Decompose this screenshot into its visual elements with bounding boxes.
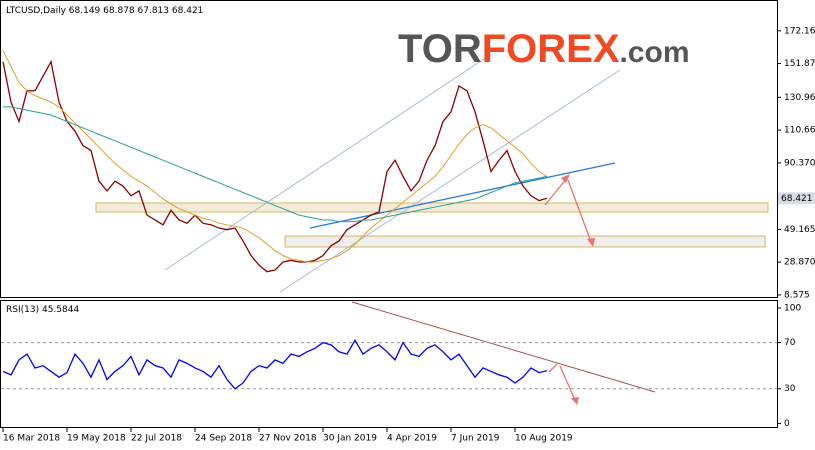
- open: 68.149: [69, 6, 101, 16]
- series-line: [2, 50, 548, 263]
- y-tick-label: 28.870: [784, 258, 815, 268]
- low: 67.813: [138, 6, 170, 16]
- arrow: [544, 177, 568, 206]
- x-tick-label: 16 Mar 2018: [3, 434, 60, 444]
- logo-part: TOR: [398, 27, 482, 71]
- y-tick-label: 70: [784, 338, 796, 348]
- series-line: [3, 106, 548, 223]
- arrow-head: [561, 174, 570, 183]
- high: 68.878: [103, 6, 135, 16]
- y-tick-label: 130.960: [784, 93, 815, 103]
- indicator: RSI(13): [6, 305, 39, 315]
- price-header: LTCUSD,Daily 68.149 68.878 67.813 68.421: [6, 6, 203, 16]
- x-tick-label: 30 Jan 2019: [323, 434, 377, 444]
- channel-line: [164, 54, 491, 271]
- channel-line: [279, 69, 621, 293]
- arrow-head: [571, 397, 579, 405]
- x-tick-label: 7 Jun 2019: [451, 434, 500, 444]
- arrow: [567, 179, 592, 243]
- y-tick-label: 90.370: [784, 158, 815, 168]
- rsi-header: RSI(13) 45.5844: [6, 305, 79, 315]
- trend-line: [351, 301, 656, 393]
- series-line: [2, 338, 548, 390]
- rsi-panel: [0, 300, 778, 428]
- y-tick-label: 0: [784, 419, 790, 429]
- price-tag: [778, 192, 815, 205]
- trend-line: [309, 162, 616, 229]
- arrow: [559, 365, 576, 401]
- price-panel: [0, 0, 778, 298]
- y-tick-label: 49.165: [784, 225, 815, 235]
- close: 68.421: [172, 6, 204, 16]
- logo: TORFOREX.com: [398, 27, 690, 71]
- y-tick-label: 172.165: [784, 26, 815, 36]
- arrow: [548, 363, 558, 373]
- x-tick-label: 4 Apr 2019: [387, 434, 437, 444]
- symbol: LTCUSD,Daily: [6, 6, 67, 16]
- x-tick-label: 22 Jul 2018: [131, 434, 182, 444]
- y-tick-label: 8.575: [784, 290, 810, 300]
- price-tag-label: 68.421: [781, 194, 813, 204]
- zone: [284, 235, 766, 248]
- x-tick-label: 10 Aug 2019: [515, 434, 573, 444]
- indicator-value: 45.5844: [42, 305, 79, 315]
- y-tick-label: 30: [784, 384, 796, 394]
- series-line: [2, 59, 548, 273]
- y-tick-label: 110.665: [784, 126, 815, 136]
- logo-text: TORFOREX.com: [398, 27, 690, 71]
- logo-part: FOREX: [482, 27, 620, 71]
- logo-part: .com: [620, 36, 690, 69]
- arrow-head: [587, 238, 595, 247]
- y-tick-label: 151.870: [784, 59, 815, 69]
- x-tick-label: 19 May 2018: [67, 434, 126, 444]
- x-tick-label: 24 Sep 2018: [195, 434, 252, 444]
- y-tick-label: 100: [784, 303, 801, 313]
- x-tick-label: 27 Nov 2018: [259, 434, 317, 444]
